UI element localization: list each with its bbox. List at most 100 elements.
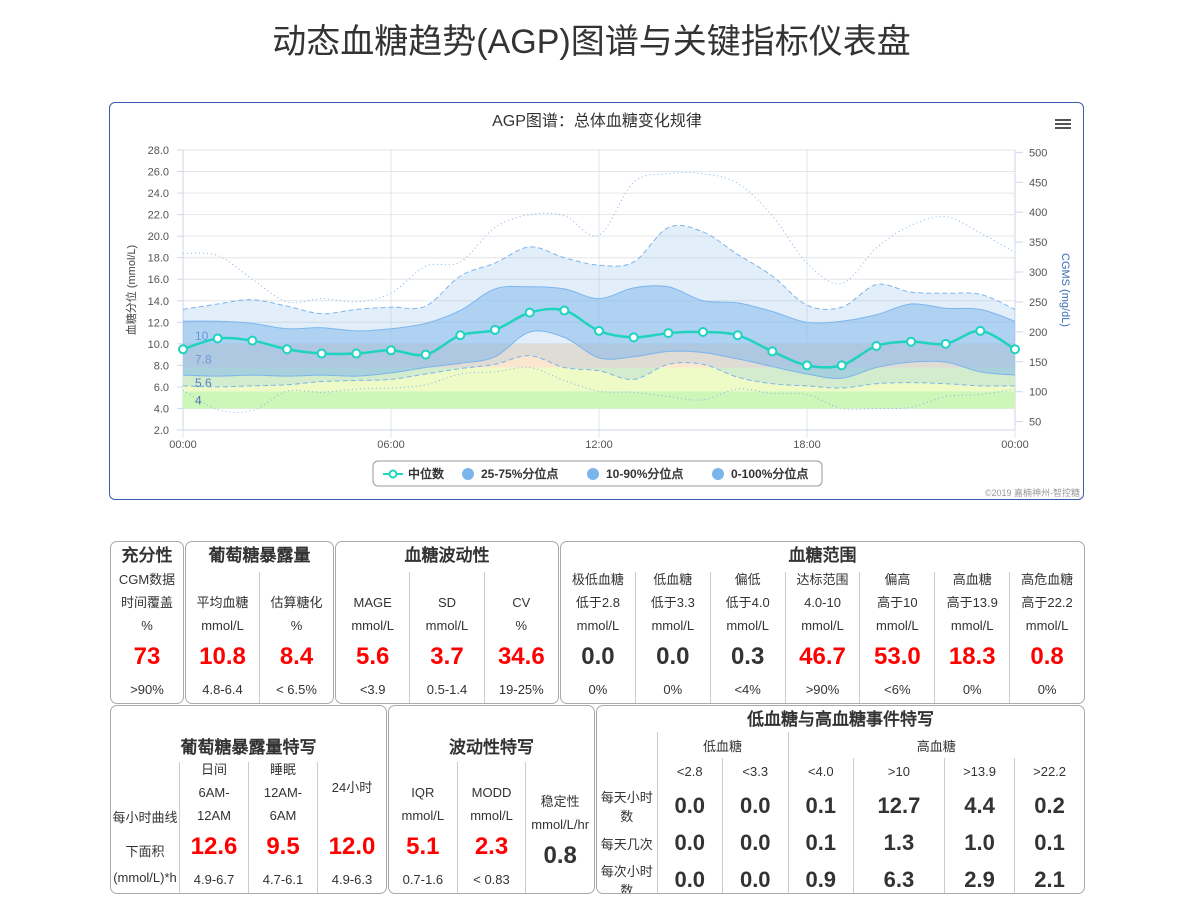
- metric-header: %: [141, 618, 153, 633]
- metric-header: IQR: [411, 785, 435, 800]
- y-tick-label: 18.0: [148, 253, 169, 265]
- spacer: [458, 772, 526, 782]
- metric-value: 18.3: [948, 643, 996, 670]
- metric-header: 时间覆盖: [120, 595, 173, 610]
- metric-value: 34.6: [497, 643, 545, 670]
- median-point: [663, 328, 674, 339]
- y-right-tick-label: 300: [1029, 267, 1047, 279]
- metric-header: 高血糖: [952, 572, 992, 587]
- metric-reference: < 6.5%: [276, 682, 317, 697]
- line-low-10-90%分位点: [182, 355, 1016, 389]
- event-value: 0.9: [787, 858, 854, 893]
- spacer: [389, 762, 457, 772]
- metric-reference: 0%: [588, 682, 608, 697]
- threshold-header: >10: [853, 758, 945, 784]
- panel-title: 葡萄糖暴露量特写: [180, 738, 317, 757]
- event-row: 每天小时数 0.0 0.0 0.1 12.7 4.4 0.2: [597, 784, 1084, 828]
- y-right-tick-label: 200: [1029, 327, 1047, 339]
- spacer: [260, 572, 333, 591]
- metric-header: mmol/L: [801, 618, 844, 633]
- legend-item: 10-90%分位点: [606, 466, 683, 481]
- metric-value: 0.8: [1030, 643, 1064, 670]
- metric-header: 12AM: [197, 808, 231, 823]
- metric-reference: 0.7-1.6: [402, 872, 444, 887]
- median-point: [1010, 344, 1020, 355]
- event-value: 0.1: [787, 828, 854, 858]
- metric-reference: 19-25%: [498, 682, 544, 697]
- median-point: [628, 332, 639, 343]
- legend-item: 中位数: [408, 466, 445, 481]
- y-right-tick-label: 100: [1029, 387, 1047, 399]
- event-value: 4.4: [943, 784, 1015, 828]
- metric-header: 达标范围: [796, 572, 849, 587]
- metric-column: 日间 6AM- 12AM 12.6 4.9-6.7: [179, 762, 248, 893]
- row-label-unit: (mmol/L)*h: [113, 870, 177, 885]
- metric-value: 0.8: [543, 841, 577, 869]
- exposure-panel: 葡萄糖暴露量 平均血糖 mmol/L 10.8 4.8-6.4 估算糖化% 8.4 < 6.5…: [185, 541, 334, 704]
- metric-header: 睡眠: [269, 762, 296, 777]
- exposure-detail-panel: 葡萄糖暴露量特写 每小时曲线 下面积 (mmol/L)*h 日间 6AM- 12AM 12.6…: [110, 705, 387, 894]
- spacer: [458, 762, 526, 772]
- median-point: [247, 335, 258, 346]
- event-value: 12.7: [853, 784, 945, 828]
- metric-header: 偏高: [884, 572, 911, 587]
- metric-column: 估算糖化% 8.4 < 6.5%: [259, 572, 333, 703]
- metric-header: 6AM: [269, 808, 297, 823]
- metric-header: 稳定性: [540, 793, 580, 809]
- median-point: [351, 348, 362, 359]
- threshold-row: <2.8 <3.3 <4.0 >10 >13.9 >22.2: [597, 758, 1084, 784]
- metric-header: 低于2.8: [575, 595, 620, 610]
- metric-value: 9.5: [266, 833, 300, 860]
- spacer: [186, 572, 259, 591]
- median-point: [455, 330, 466, 341]
- median-point: [386, 345, 396, 356]
- metric-header: 4.0-10: [804, 595, 841, 610]
- line-high-0-100%分位点: [182, 172, 1016, 304]
- events-title: 低血糖与高血糖事件特写: [747, 710, 934, 729]
- x-tick-label: 00:00: [169, 439, 197, 451]
- threshold-header: >13.9: [943, 758, 1015, 784]
- y-right-tick-label: 450: [1029, 177, 1047, 189]
- metric-header: 低于4.0: [725, 595, 770, 610]
- event-row: 每次小时数 0.0 0.0 0.9 6.3 2.9 2.1: [597, 858, 1084, 893]
- target-band: [183, 391, 1015, 409]
- metric-column: 极低血糖 低于2.8 mmol/L 0.0 0%: [561, 572, 635, 703]
- y-tick-label: 8.0: [154, 360, 169, 372]
- median-point: [594, 325, 604, 336]
- event-value: 1.3: [853, 828, 945, 858]
- metric-header: 12AM-: [263, 785, 303, 800]
- threshold-header: >22.2: [1014, 758, 1084, 784]
- metric-header: 高于22.2: [1021, 595, 1073, 610]
- metric-header: mmol/L: [425, 618, 469, 633]
- median-point: [282, 344, 292, 355]
- metric-header: 高于13.9: [946, 595, 998, 610]
- metric-columns: CGM数据 时间覆盖% 73 >90%: [111, 572, 183, 703]
- metric-value: 0.3: [730, 643, 765, 670]
- median-point: [906, 336, 916, 347]
- row-label: 每小时曲线: [112, 810, 178, 825]
- panel-title: 波动性特写: [449, 738, 534, 757]
- metric-value: 0.0: [656, 643, 690, 670]
- y-tick-label: 28.0: [148, 145, 169, 157]
- event-value: 2.9: [943, 858, 1015, 893]
- metric-header: 平均血糖: [196, 595, 249, 610]
- spacer: [485, 572, 558, 591]
- metric-value: 53.0: [874, 643, 921, 670]
- event-value: 0.0: [656, 784, 723, 828]
- event-value: 2.1: [1014, 858, 1084, 893]
- line-high-25-75%分位点: [182, 285, 1016, 332]
- median-point: [698, 327, 708, 337]
- group-header: 低血糖: [656, 732, 788, 758]
- hamburger-menu-icon[interactable]: [1055, 117, 1071, 131]
- metric-header: mmol/L: [726, 618, 769, 633]
- median-point: [940, 338, 951, 349]
- metric-column: CV% 34.6 19-25%: [483, 572, 558, 703]
- median-point: [212, 333, 223, 344]
- legend-marker: [462, 468, 474, 480]
- metric-header: MAGE: [353, 595, 392, 610]
- metric-reference: 4.8-6.4: [202, 682, 243, 697]
- event-value: 0.1: [1014, 828, 1084, 858]
- group-header-row: 低血糖 高血糖: [597, 732, 1084, 758]
- event-value: 0.0: [656, 858, 723, 893]
- metric-header: MODD: [471, 785, 512, 800]
